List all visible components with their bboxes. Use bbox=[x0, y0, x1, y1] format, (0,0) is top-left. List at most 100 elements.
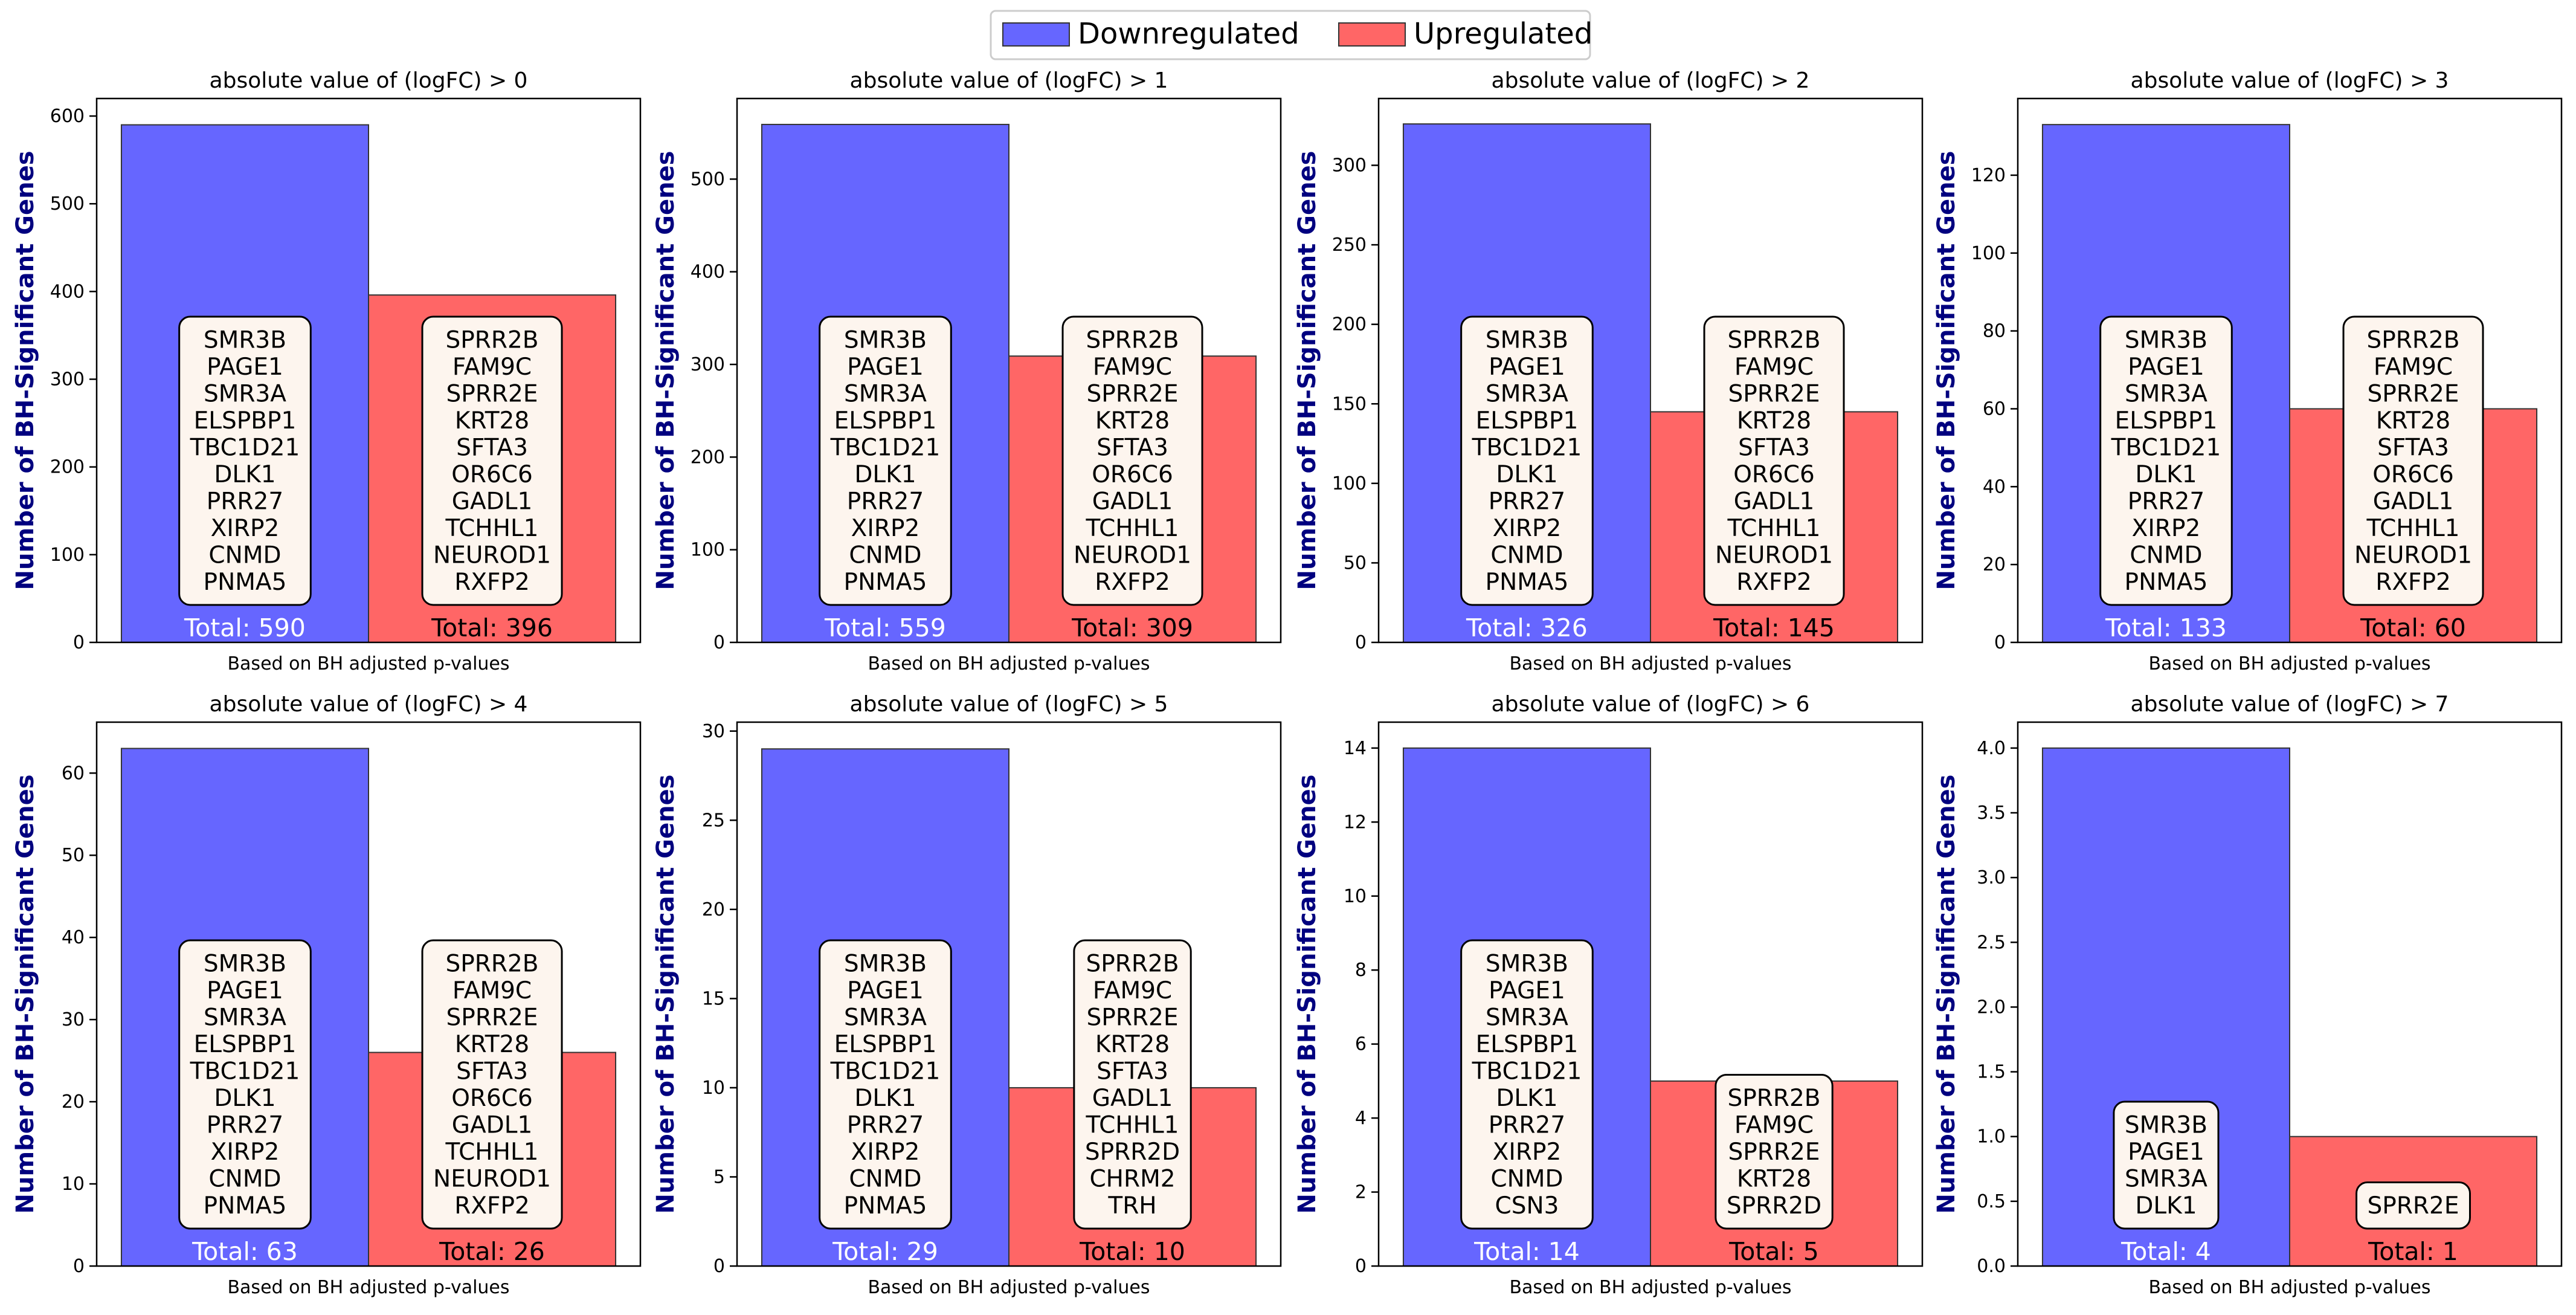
axes-frame bbox=[95, 721, 642, 1267]
y-tick-label: 120 bbox=[1971, 165, 2006, 186]
gene-label: ELSPBP1 bbox=[1476, 407, 1579, 435]
y-tick-label: 12 bbox=[1344, 812, 1367, 833]
gene-label: FAM9C bbox=[1093, 977, 1172, 1004]
gene-label: SMR3A bbox=[1486, 381, 1568, 408]
y-axis-label: Number of BH-Significant Genes bbox=[652, 150, 680, 590]
y-tick-label: 0 bbox=[73, 1256, 85, 1277]
gene-box-upregulated: SPRR2BFAM9CSPRR2EKRT28SFTA3OR6C6GADL1TCH… bbox=[1703, 315, 1845, 606]
gene-label: KRT28 bbox=[455, 1031, 529, 1058]
gene-label: ELSPBP1 bbox=[834, 1031, 937, 1058]
gene-label: SMR3B bbox=[2125, 327, 2207, 354]
gene-label: TBC1D21 bbox=[830, 1058, 941, 1085]
gene-label: SFTA3 bbox=[1738, 435, 1810, 462]
gene-label: GADL1 bbox=[1734, 488, 1814, 515]
legend-swatch-downregulated bbox=[1002, 22, 1070, 47]
chart-panel-1: absolute value of (logFC) > 1 0 100 200 300 4… bbox=[652, 68, 1282, 674]
total-label-downregulated: Total: 326 bbox=[1466, 613, 1588, 642]
gene-box-frame bbox=[178, 315, 312, 606]
gene-label: ELSPBP1 bbox=[194, 1031, 297, 1058]
gene-label: PRR27 bbox=[207, 488, 283, 515]
gene-label: SPRR2B bbox=[1728, 1085, 1821, 1112]
axes-frame bbox=[736, 97, 1282, 644]
x-axis-label: Based on BH adjusted p-values bbox=[227, 1277, 509, 1298]
gene-label: TCHHL1 bbox=[1086, 1112, 1179, 1139]
gene-label: PRR27 bbox=[2128, 488, 2204, 515]
y-axis-label: Number of BH-Significant Genes bbox=[11, 774, 39, 1213]
legend-frame bbox=[990, 10, 1591, 60]
gene-label: SPRR2E bbox=[1087, 381, 1179, 408]
gene-label: SFTA3 bbox=[2377, 435, 2449, 462]
gene-label: PAGE1 bbox=[207, 354, 283, 381]
gene-label: KRT28 bbox=[1095, 1031, 1170, 1058]
y-tick-label: 0 bbox=[73, 632, 85, 653]
gene-label: SMR3A bbox=[204, 381, 286, 408]
chart-panel-6: absolute value of (logFC) > 6 0 2 4 6 8 10 12 14… bbox=[1293, 692, 1924, 1298]
total-label-downregulated: Total: 63 bbox=[192, 1237, 298, 1266]
y-tick-label: 3.0 bbox=[1977, 867, 2006, 888]
gene-label: TRH bbox=[1107, 1192, 1156, 1220]
gene-label: SPRR2E bbox=[2368, 381, 2459, 408]
y-tick-label: 500 bbox=[50, 193, 85, 215]
gene-label: SMR3B bbox=[204, 327, 286, 354]
total-label-upregulated: Total: 5 bbox=[1728, 1237, 1819, 1266]
gene-label: DLK1 bbox=[1496, 461, 1557, 488]
y-tick-label: 50 bbox=[62, 845, 85, 866]
legend-label-upregulated: Upregulated bbox=[1414, 17, 1592, 51]
gene-box-frame bbox=[1073, 939, 1192, 1230]
y-tick-label: 0 bbox=[713, 632, 725, 653]
y-tick-label: 0 bbox=[1355, 632, 1367, 653]
gene-label: DLK1 bbox=[854, 461, 916, 488]
gene-label: XIRP2 bbox=[1493, 1139, 1562, 1166]
gene-label: PAGE1 bbox=[847, 354, 924, 381]
gene-label: SFTA3 bbox=[1096, 435, 1168, 462]
gene-label: SPRR2E bbox=[1087, 1004, 1179, 1032]
gene-label: PAGE1 bbox=[207, 977, 283, 1004]
y-tick-label: 14 bbox=[1344, 738, 1367, 759]
y-tick-label: 100 bbox=[50, 544, 85, 566]
gene-label: OR6C6 bbox=[1092, 461, 1173, 488]
gene-label: SPRR2E bbox=[2368, 1192, 2459, 1220]
gene-label: XIRP2 bbox=[211, 1139, 280, 1166]
gene-label: CHRM2 bbox=[1089, 1166, 1175, 1193]
gene-label: TCHHL1 bbox=[2366, 515, 2460, 542]
x-axis-label: Based on BH adjusted p-values bbox=[868, 653, 1150, 674]
chart-panel-0: absolute value of (logFC) > 0 0 100 200 300 4… bbox=[11, 68, 642, 674]
gene-label: CNMD bbox=[1490, 1166, 1563, 1193]
total-label-upregulated: Total: 309 bbox=[1071, 613, 1193, 642]
gene-box-frame bbox=[421, 939, 563, 1230]
y-tick-label: 0 bbox=[1355, 1256, 1367, 1277]
y-tick-label: 100 bbox=[1971, 243, 2006, 264]
chart-title: absolute value of (logFC) > 6 bbox=[1492, 692, 1810, 717]
gene-label: PNMA5 bbox=[204, 569, 287, 596]
gene-label: DLK1 bbox=[214, 1085, 275, 1112]
gene-label: SMR3B bbox=[1486, 951, 1568, 978]
gene-label: NEUROD1 bbox=[433, 1166, 551, 1193]
legend: Downregulated Upregulated bbox=[990, 10, 1592, 60]
gene-label: TBC1D21 bbox=[190, 1058, 300, 1085]
gene-box-downregulated: SMR3BPAGE1SMR3AELSPBP1TBC1D21DLK1PRR27XI… bbox=[1460, 315, 1594, 606]
gene-label: PNMA5 bbox=[844, 569, 927, 596]
y-tick-label: 200 bbox=[1332, 314, 1367, 335]
y-tick-label: 300 bbox=[50, 369, 85, 390]
gene-box-frame bbox=[2355, 1181, 2471, 1230]
gene-label: TCHHL1 bbox=[1086, 515, 1179, 542]
y-tick-label: 60 bbox=[1983, 398, 2006, 419]
y-tick-label: 5 bbox=[713, 1166, 725, 1187]
gene-label: SPRR2E bbox=[446, 1004, 538, 1032]
gene-box-frame bbox=[2113, 1100, 2220, 1230]
y-tick-label: 2 bbox=[1355, 1182, 1367, 1203]
gene-label: SPRR2E bbox=[1728, 1139, 1820, 1166]
y-tick-label: 400 bbox=[691, 262, 725, 283]
gene-label: FAM9C bbox=[1734, 1112, 1814, 1139]
gene-label: TBC1D21 bbox=[190, 435, 300, 462]
gene-label: SMR3B bbox=[844, 327, 927, 354]
gene-label: CNMD bbox=[208, 1166, 281, 1193]
gene-label: SPRR2B bbox=[1728, 327, 1821, 354]
gene-box-upregulated: SPRR2BFAM9CSPRR2EKRT28SFTA3OR6C6GADL1TCH… bbox=[1061, 315, 1203, 606]
y-tick-label: 600 bbox=[50, 106, 85, 127]
gene-label: PNMA5 bbox=[2125, 569, 2208, 596]
gene-label: OR6C6 bbox=[2372, 461, 2454, 488]
gene-label: OR6C6 bbox=[451, 461, 533, 488]
